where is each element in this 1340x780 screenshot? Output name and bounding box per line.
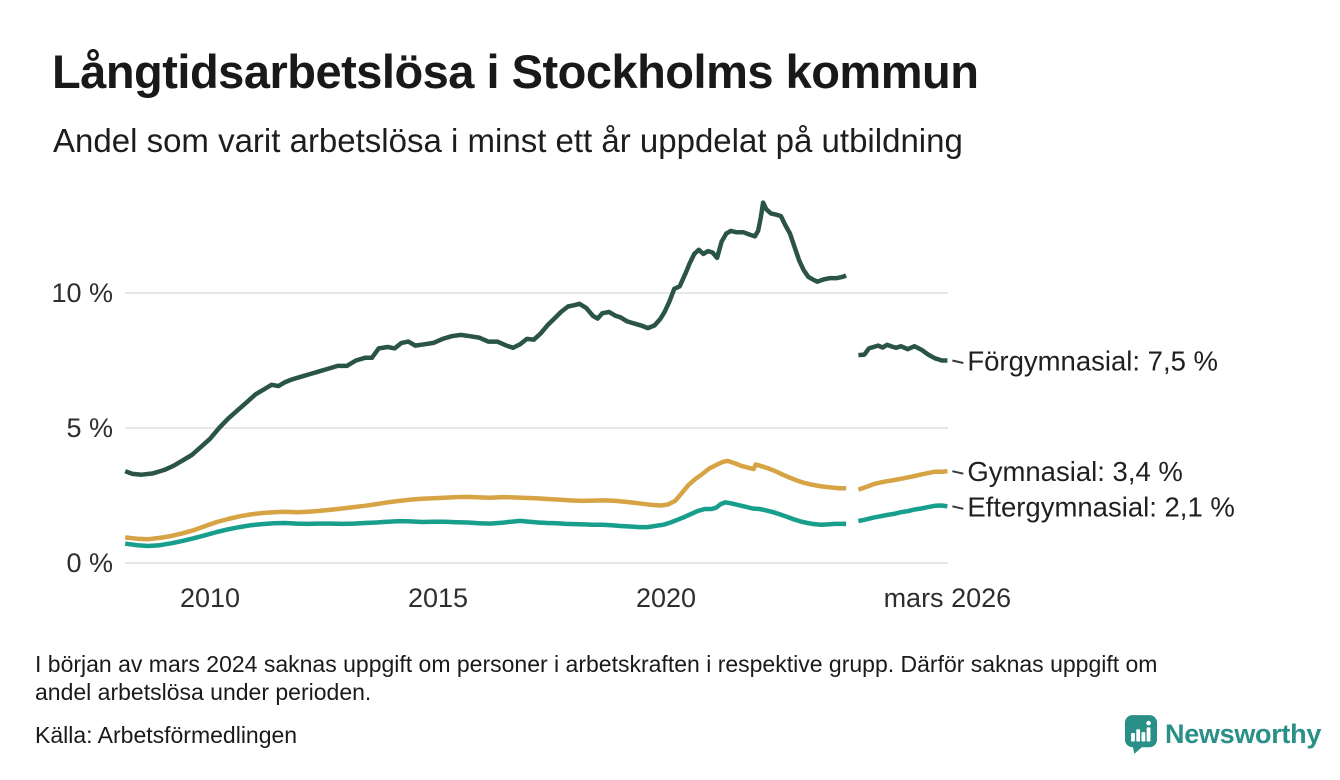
x-tick-label: mars 2026 bbox=[884, 583, 1012, 613]
footnote: I början av mars 2024 saknas uppgift om … bbox=[35, 650, 1157, 706]
page-title: Långtidsarbetslösa i Stockholms kommun bbox=[52, 45, 979, 98]
x-tick-label: 2010 bbox=[180, 583, 240, 613]
x-tick-label: 2015 bbox=[408, 583, 468, 613]
series-line-eftergymnasial bbox=[857, 503, 948, 524]
y-tick-label: 10 % bbox=[51, 278, 113, 308]
gridlines bbox=[125, 292, 948, 564]
y-tick-label: 0 % bbox=[66, 548, 113, 578]
series-lines bbox=[124, 200, 948, 549]
series-line-förgymnasial bbox=[124, 200, 848, 477]
label-connector bbox=[952, 359, 964, 364]
series-end-labels: Förgymnasial: 7,5 % Gymnasial: 3,4 % Efter… bbox=[952, 346, 1235, 522]
footnote-line: I början av mars 2024 saknas uppgift om … bbox=[35, 651, 1158, 677]
newsworthy-bubble-icon bbox=[1124, 715, 1158, 754]
source-note: Källa: Arbetsförmedlingen bbox=[35, 722, 298, 748]
footnote-line: andel arbetslösa under perioden. bbox=[35, 679, 372, 705]
label-connector bbox=[952, 505, 964, 510]
series-label-eftergymnasial: Eftergymnasial: 2,1 % bbox=[967, 491, 1234, 522]
y-tick-label: 5 % bbox=[66, 413, 113, 443]
series-line-gymnasial bbox=[124, 458, 847, 542]
y-axis-labels: 0 % 5 % 10 % bbox=[51, 278, 113, 578]
series-line-förgymnasial bbox=[858, 342, 948, 363]
x-tick-label: 2020 bbox=[636, 583, 696, 613]
x-axis-labels: 2010 2015 2020 mars 2026 bbox=[180, 583, 1011, 613]
series-label-förgymnasial: Förgymnasial: 7,5 % bbox=[967, 346, 1218, 377]
series-label-gymnasial: Gymnasial: 3,4 % bbox=[967, 456, 1183, 487]
page-subtitle: Andel som varit arbetslösa i minst ett å… bbox=[53, 122, 963, 159]
series-line-gymnasial bbox=[857, 468, 948, 492]
newsworthy-logo: Newsworthy bbox=[1124, 714, 1321, 754]
series-line-eftergymnasial bbox=[124, 500, 847, 549]
label-connector bbox=[952, 470, 964, 475]
newsworthy-wordmark: Newsworthy bbox=[1165, 718, 1322, 749]
